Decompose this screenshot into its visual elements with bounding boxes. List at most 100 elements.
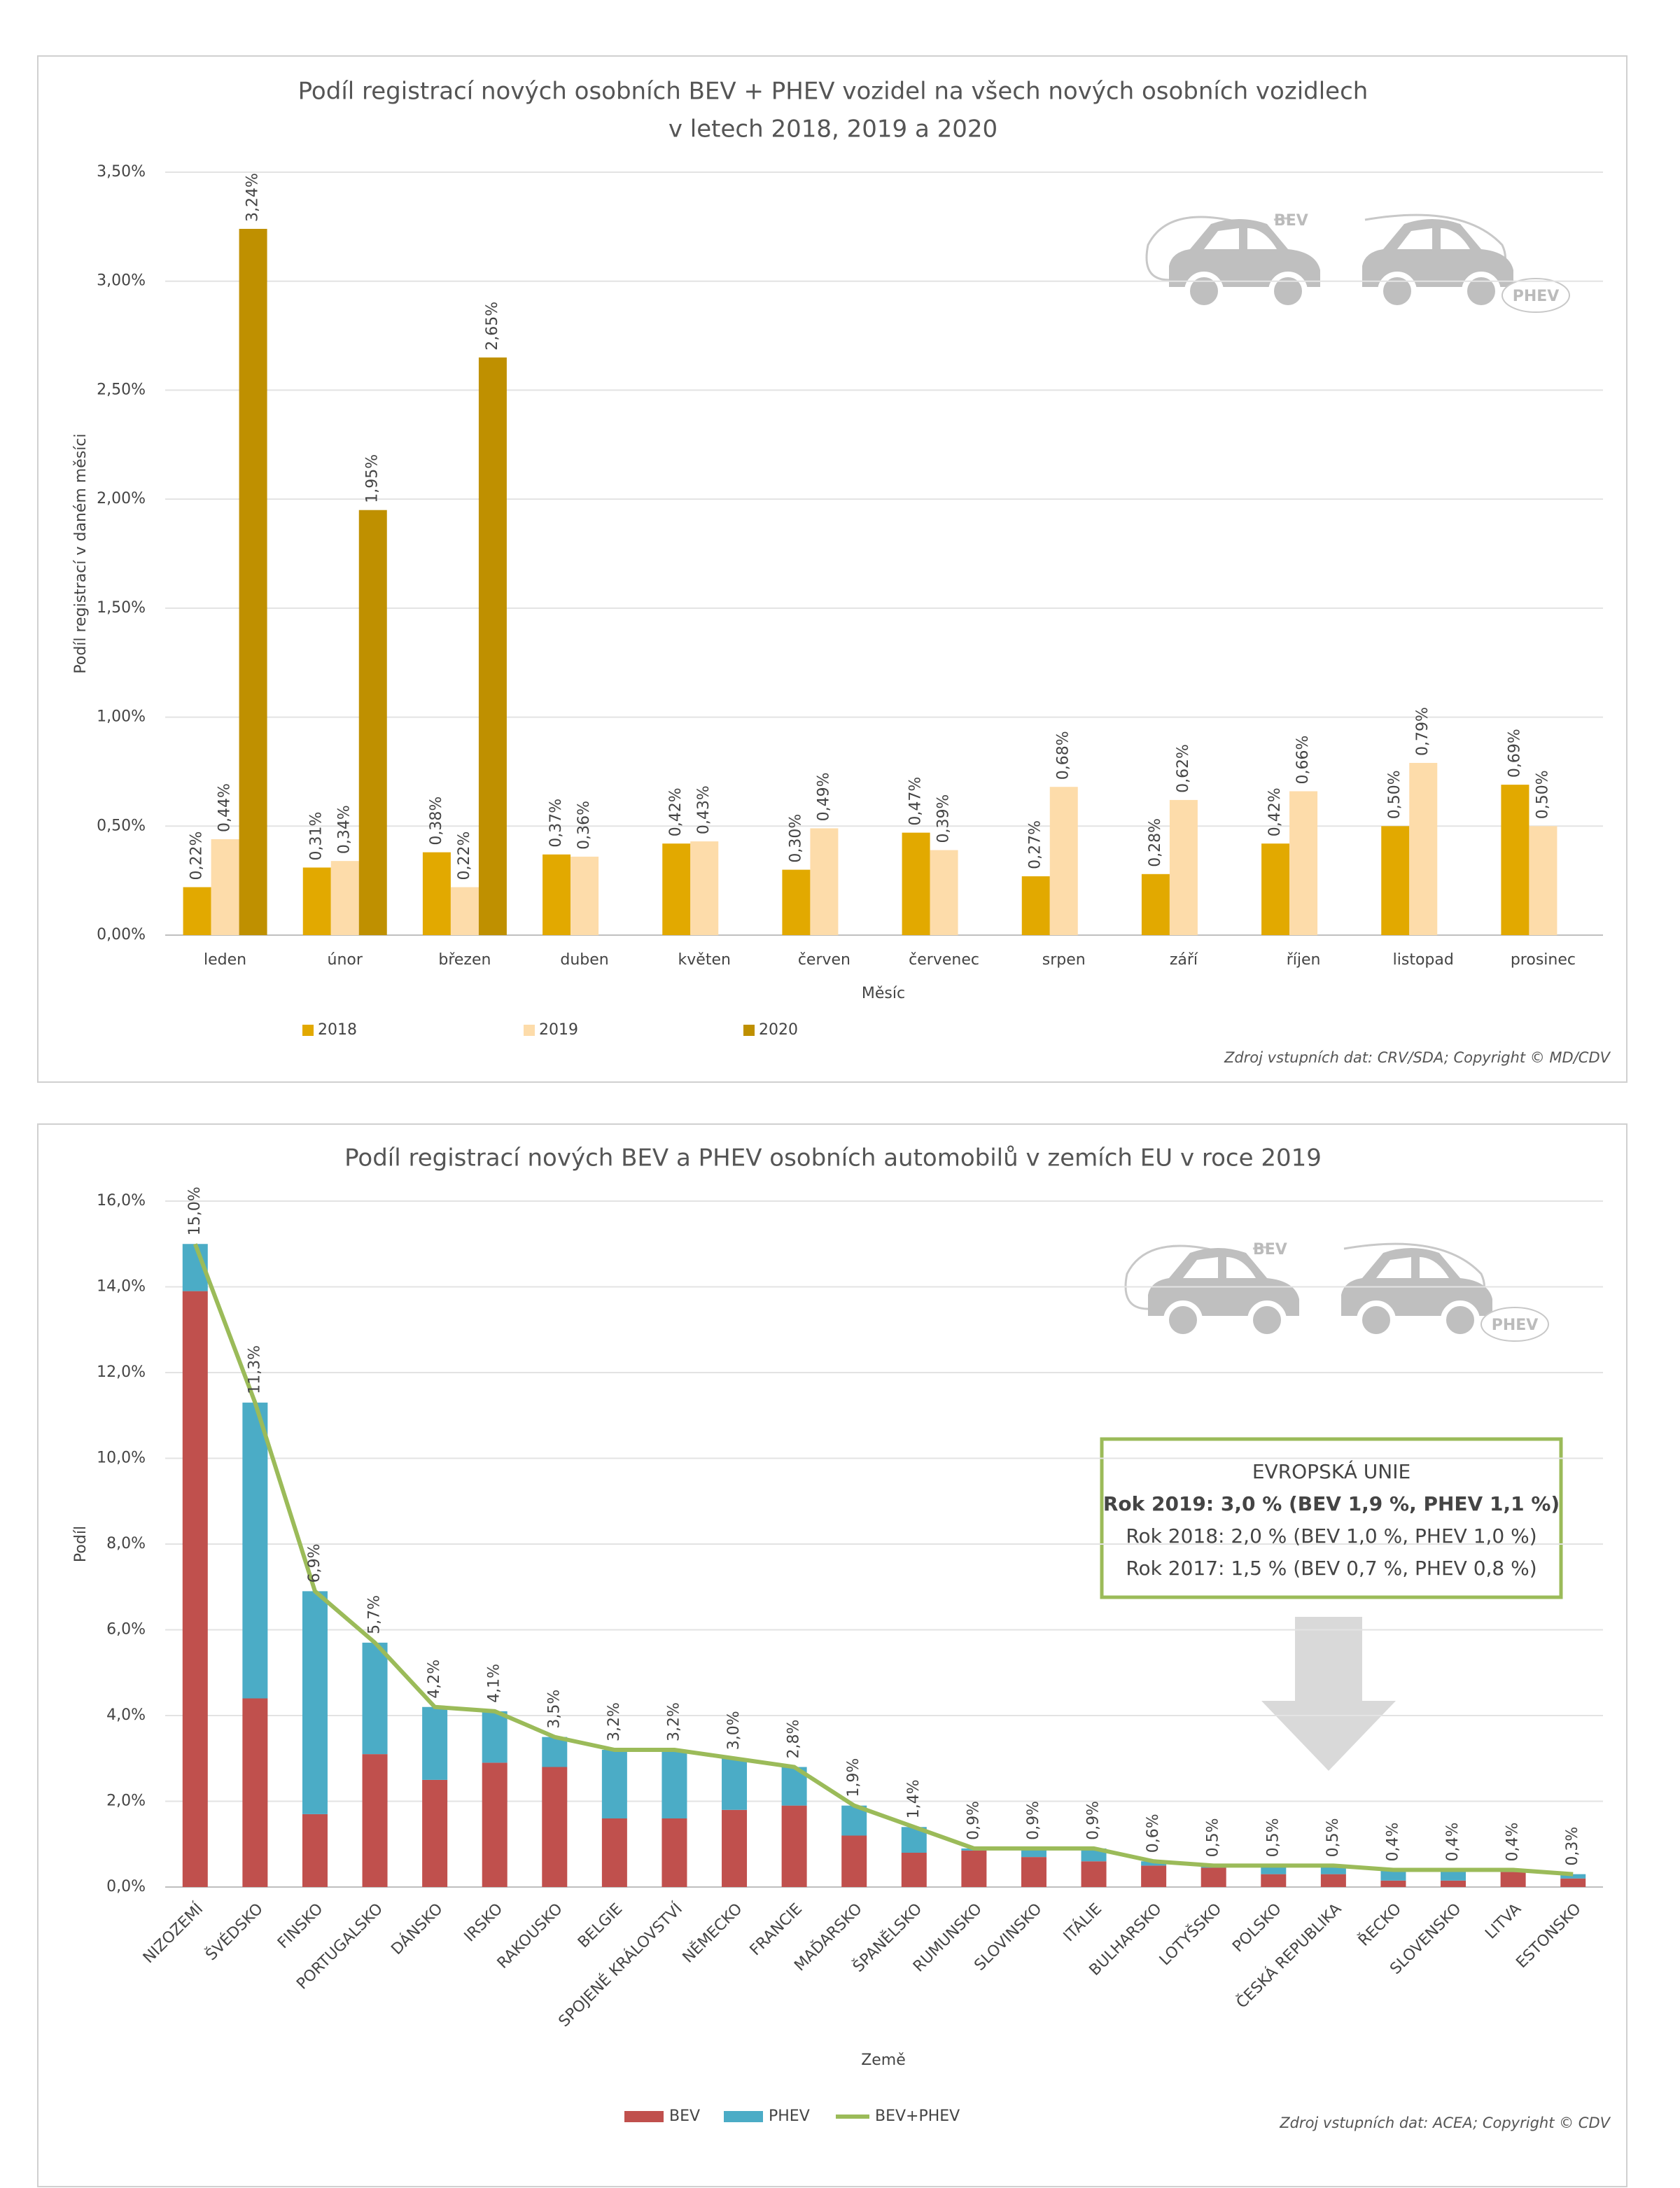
data-label: 11,3% <box>246 1345 263 1394</box>
bar <box>782 869 811 935</box>
bar <box>450 887 479 935</box>
data-label: 0,49% <box>815 773 832 822</box>
bar <box>478 357 507 935</box>
data-label: 0,4% <box>1504 1823 1522 1862</box>
bar-segment <box>662 1818 687 1887</box>
bar-segment <box>841 1835 867 1887</box>
bar <box>902 832 930 935</box>
bar <box>1381 826 1410 935</box>
x-tick-label: únor <box>328 951 363 969</box>
y-tick-label: 10,0% <box>97 1450 146 1467</box>
data-label: 3,24% <box>244 173 262 222</box>
y-tick-label: 0,00% <box>97 926 146 944</box>
data-label: 0,27% <box>1027 820 1044 869</box>
data-label: 0,66% <box>1294 736 1312 785</box>
icon-label: PHEV <box>1492 1317 1539 1334</box>
legend-label: 2018 <box>318 1021 357 1039</box>
bar-segment <box>662 1750 687 1818</box>
bar-segment <box>722 1758 748 1810</box>
x-tick-label: duben <box>560 951 608 969</box>
icon-label: BEV <box>1274 212 1308 230</box>
bar-segment <box>1021 1857 1046 1887</box>
legend-swatch <box>624 2111 664 2122</box>
bar <box>183 887 211 935</box>
data-label: 3,5% <box>545 1690 563 1729</box>
wheel <box>1378 272 1417 311</box>
bar-segment <box>1081 1861 1107 1887</box>
data-label: 4,2% <box>426 1660 443 1699</box>
bar <box>570 856 599 935</box>
legend-label: BEV+PHEV <box>875 2108 960 2125</box>
icon-label: PHEV <box>1513 288 1560 305</box>
car <box>1341 1248 1492 1316</box>
bar <box>239 228 267 935</box>
data-label: 0,44% <box>216 783 234 832</box>
data-label: 0,9% <box>1085 1801 1102 1840</box>
line <box>192 1243 1574 1877</box>
car-icons: BEV PHEV <box>1145 212 1570 313</box>
data-label: 0,30% <box>787 814 804 863</box>
bar-segment <box>1261 1865 1287 1874</box>
annotation: Rok 2017: 1,5 % (BEV 0,7 %, PHEV 0,8 %) <box>1126 1557 1536 1580</box>
bar-segment <box>1500 1872 1526 1887</box>
data-label: 0,4% <box>1384 1823 1401 1862</box>
data-label: 0,6% <box>1144 1814 1162 1853</box>
data-label: 0,68% <box>1055 731 1072 780</box>
annotation-box <box>1100 1437 1563 1599</box>
legend-swatch <box>724 2111 763 2122</box>
y-tick-label: 1,50% <box>97 599 146 617</box>
data-label: 0,50% <box>1534 770 1551 819</box>
bar <box>810 828 839 935</box>
y-axis-label: Podíl <box>72 1526 90 1562</box>
bar-segment <box>601 1750 627 1818</box>
bar-segment <box>182 1291 208 1887</box>
bar <box>1049 787 1078 935</box>
data-label: 0,22% <box>188 832 206 881</box>
bar-segment <box>1261 1874 1287 1887</box>
bar <box>662 843 691 935</box>
bar-segment <box>1380 1880 1406 1887</box>
data-label: 2,8% <box>785 1720 803 1759</box>
window <box>1204 228 1277 249</box>
bar <box>1501 785 1530 935</box>
data-label: 0,42% <box>1266 787 1284 836</box>
x-tick-label: prosinec <box>1511 951 1576 969</box>
bar <box>1409 762 1438 935</box>
bar-segment <box>1200 1867 1226 1887</box>
legend-label: PHEV <box>769 2108 810 2125</box>
bar-segment <box>1380 1870 1406 1881</box>
bar <box>302 867 331 935</box>
x-axis-label: Měsíc <box>862 985 905 1002</box>
car <box>1169 219 1320 287</box>
legend-label: 2020 <box>759 1021 798 1039</box>
legend-label: BEV <box>669 2108 700 2125</box>
car-icons: BEV PHEV <box>1124 1241 1549 1342</box>
data-label: 15,0% <box>186 1186 204 1235</box>
arrow <box>1261 1617 1396 1771</box>
x-tick-label: říjen <box>1287 951 1321 969</box>
y-tick-label: 3,50% <box>97 163 146 181</box>
bar-segment <box>302 1591 328 1814</box>
data-label: 0,50% <box>1386 770 1404 819</box>
x-axis-label: Země <box>861 2052 906 2069</box>
x-tick-label: květen <box>678 951 731 969</box>
bar <box>1261 843 1290 935</box>
y-tick-label: 2,50% <box>97 381 146 398</box>
bar-segment <box>1441 1870 1466 1881</box>
x-tick-label: září <box>1170 951 1198 969</box>
bar <box>542 854 571 935</box>
bar <box>1169 799 1198 935</box>
data-label: 0,69% <box>1506 729 1523 778</box>
y-tick-label: 4,0% <box>106 1706 146 1724</box>
data-label: 3,0% <box>725 1711 743 1750</box>
data-label: 0,22% <box>456 832 473 881</box>
data-label: 0,34% <box>336 805 354 854</box>
bar-segment <box>1141 1861 1167 1866</box>
data-label: 0,38% <box>428 797 445 846</box>
legend-swatch <box>743 1025 755 1036</box>
x-tick-label: leden <box>204 951 246 969</box>
wheel <box>1184 272 1224 311</box>
legend-swatch <box>524 1025 535 1036</box>
chart-title: Podíl registrací nových osobních BEV + P… <box>298 78 1368 106</box>
bar-segment <box>601 1818 627 1887</box>
